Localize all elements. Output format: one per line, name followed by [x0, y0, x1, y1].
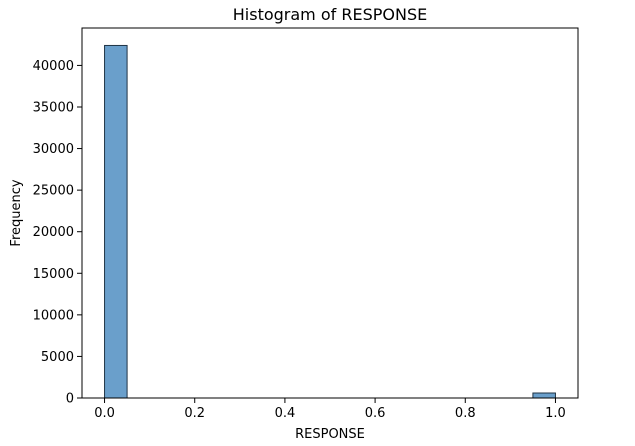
y-tick-label: 35000: [33, 100, 74, 115]
x-tick-label: 0.6: [365, 406, 386, 421]
y-tick-label: 15000: [33, 267, 74, 282]
x-tick-label: 1.0: [545, 406, 566, 421]
x-tick-label: 0.8: [455, 406, 476, 421]
y-axis-title: Frequency: [9, 179, 24, 246]
bars-group: [104, 44, 556, 399]
x-tick-label: 0.0: [94, 406, 115, 421]
y-tick-label: 5000: [41, 350, 74, 365]
histogram-bar-19: [532, 392, 556, 399]
x-axis-ticks: 0.0 0.2 0.4 0.6 0.8 1.0: [94, 398, 566, 421]
y-tick-label: 25000: [33, 184, 74, 199]
x-tick-label: 0.2: [184, 406, 205, 421]
chart-title: Histogram of RESPONSE: [233, 5, 427, 24]
x-axis-title: RESPONSE: [295, 427, 365, 442]
x-tick-label: 0.4: [275, 406, 296, 421]
y-tick-label: 10000: [33, 308, 74, 323]
y-tick-label: 30000: [33, 142, 74, 157]
y-tick-label: 0: [66, 392, 74, 407]
y-tick-label: 40000: [33, 59, 74, 74]
y-axis-ticks: 0 5000 10000 15000 20000 25000 30000 35000 40000: [33, 59, 82, 407]
histogram-bar-0: [104, 44, 128, 399]
y-tick-label: 20000: [33, 225, 74, 240]
plot-frame: [81, 27, 579, 399]
